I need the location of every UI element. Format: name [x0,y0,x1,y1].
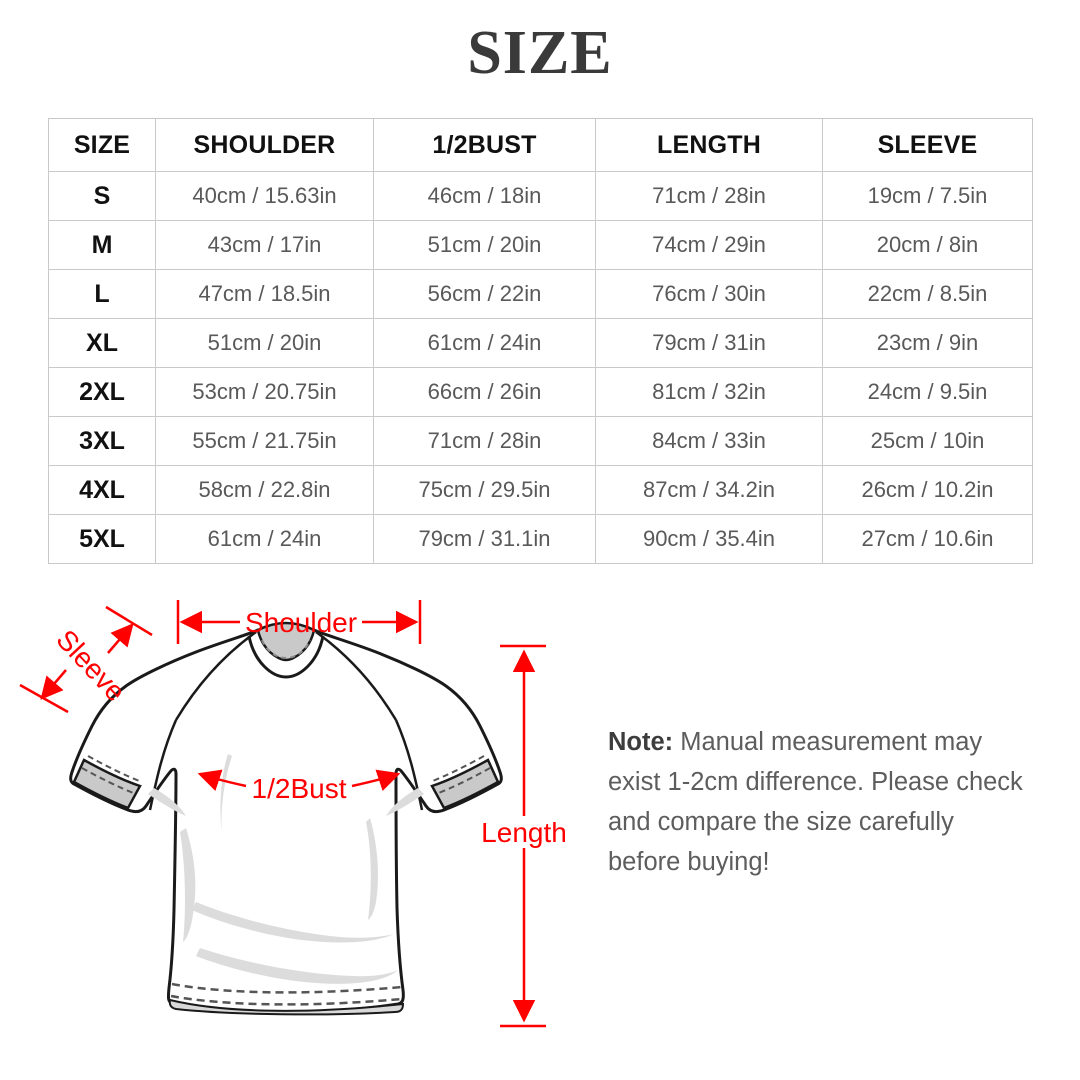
column-header-size: SIZE [48,118,156,172]
cell-size: S [48,171,156,221]
cell-bust: 61cm / 24in [373,318,596,368]
tshirt-illustration [69,621,503,1016]
table-row: 5XL 61cm / 24in 79cm / 31.1in 90cm / 35.… [48,514,1033,564]
sleeve-cuff-right-stitch [435,767,491,795]
column-header-sleeve: SLEEVE [822,118,1033,172]
cell-shoulder: 51cm / 20in [155,318,374,368]
cell-bust: 66cm / 26in [373,367,596,417]
cell-size: 3XL [48,416,156,466]
cell-sleeve: 24cm / 9.5in [822,367,1033,417]
cell-length: 71cm / 28in [595,171,823,221]
sleeve-label: Sleeve [50,624,131,708]
table-row: L 47cm / 18.5in 56cm / 22in 76cm / 30in … [48,269,1033,319]
sleeve-tick-upper [105,605,153,637]
cell-bust: 56cm / 22in [373,269,596,319]
cell-shoulder: 61cm / 24in [155,514,374,564]
cell-size: L [48,269,156,319]
sleeve-cuff-right [430,758,500,810]
hem-bottom-shade [168,998,405,1016]
hem-stitch-upper [171,982,403,994]
cell-bust: 79cm / 31.1in [373,514,596,564]
table-header-row: SIZE SHOULDER 1/2BUST LENGTH SLEEVE [48,118,1033,172]
bust-dimension: 1/2Bust [197,769,401,804]
measurement-note: Note: Manual measurement may exist 1-2cm… [608,722,1028,882]
shoulder-dimension: Shoulder [176,600,422,644]
table-row: 3XL 55cm / 21.75in 71cm / 28in 84cm / 33… [48,416,1033,466]
column-header-shoulder: SHOULDER [155,118,374,172]
cell-size: XL [48,318,156,368]
cell-sleeve: 19cm / 7.5in [822,171,1033,221]
bust-arrow-right [351,769,401,791]
note-label: Note: [608,728,674,756]
armhole-left [148,719,178,811]
size-table: SIZE SHOULDER 1/2BUST LENGTH SLEEVE S 40… [48,118,1033,564]
bust-arrow-left [197,769,247,791]
tshirt-collar-inner [256,621,316,662]
length-label: Length [481,817,567,848]
column-header-length: LENGTH [595,118,823,172]
cell-shoulder: 53cm / 20.75in [155,367,374,417]
cell-bust: 46cm / 18in [373,171,596,221]
tshirt-collar-stitch [261,639,311,660]
cell-sleeve: 23cm / 9in [822,318,1033,368]
column-header-bust: 1/2BUST [373,118,596,172]
cell-shoulder: 47cm / 18.5in [155,269,374,319]
shoulder-seam-right [315,630,398,721]
cell-length: 84cm / 33in [595,416,823,466]
cell-length: 87cm / 34.2in [595,465,823,515]
cell-length: 90cm / 35.4in [595,514,823,564]
size-table-container: SIZE SHOULDER 1/2BUST LENGTH SLEEVE S 40… [48,118,1033,564]
tshirt-outline [69,628,503,1014]
cell-shoulder: 55cm / 21.75in [155,416,374,466]
cell-bust: 75cm / 29.5in [373,465,596,515]
cell-shoulder: 43cm / 17in [155,220,374,270]
length-dimension: Length [481,644,567,1028]
note-text: Manual measurement may exist 1-2cm diffe… [608,728,1023,876]
sleeve-arrow-upper [107,623,134,654]
table-row: 4XL 58cm / 22.8in 75cm / 29.5in 87cm / 3… [48,465,1033,515]
table-row: S 40cm / 15.63in 46cm / 18in 71cm / 28in… [48,171,1033,221]
cell-size: M [48,220,156,270]
cell-bust: 71cm / 28in [373,416,596,466]
sleeve-cuff-left-stitch2 [87,755,143,783]
cell-sleeve: 27cm / 10.6in [822,514,1033,564]
cell-size: 5XL [48,514,156,564]
tshirt-collar-rib [247,635,325,679]
cell-sleeve: 25cm / 10in [822,416,1033,466]
bust-label: 1/2Bust [252,773,347,804]
shoulder-label: Shoulder [245,607,357,638]
cell-length: 79cm / 31in [595,318,823,368]
page-title: SIZE [467,19,613,87]
table-row: 2XL 53cm / 20.75in 66cm / 26in 81cm / 32… [48,367,1033,417]
cell-shoulder: 40cm / 15.63in [155,171,374,221]
cell-size: 4XL [48,465,156,515]
cell-size: 2XL [48,367,156,417]
sleeve-arrow-lower [40,669,67,700]
sleeve-tick-lower [19,683,69,714]
cell-sleeve: 26cm / 10.2in [822,465,1033,515]
tshirt-measurement-diagram: Shoulder Sleeve 1/2Bust [0,560,600,1080]
sleeve-cuff-left-stitch [81,767,137,795]
table-row: M 43cm / 17in 51cm / 20in 74cm / 29in 20… [48,220,1033,270]
table-row: XL 51cm / 20in 61cm / 24in 79cm / 31in 2… [48,318,1033,368]
cell-shoulder: 58cm / 22.8in [155,465,374,515]
cell-length: 81cm / 32in [595,367,823,417]
sleeve-cuff-right-stitch2 [429,755,485,783]
cell-length: 74cm / 29in [595,220,823,270]
hem-stitch-lower [170,994,403,1006]
cell-sleeve: 22cm / 8.5in [822,269,1033,319]
armhole-right [394,719,424,811]
shoulder-seam-left [174,630,257,721]
fabric-shading [148,754,424,984]
cell-sleeve: 20cm / 8in [822,220,1033,270]
cell-length: 76cm / 30in [595,269,823,319]
cell-bust: 51cm / 20in [373,220,596,270]
sleeve-cuff-left [72,758,142,810]
